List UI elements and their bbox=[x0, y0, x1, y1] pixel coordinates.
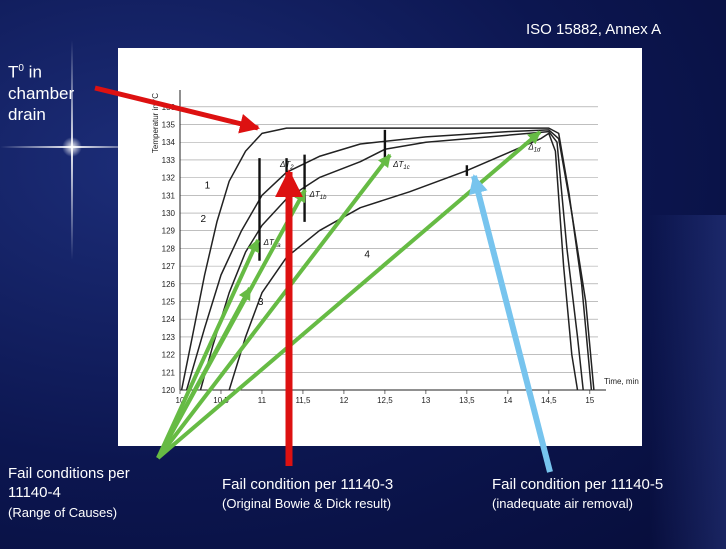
y-tick-label: 129 bbox=[162, 227, 176, 236]
caption-11140-4-title: Fail conditions per 11140-4 bbox=[8, 465, 130, 501]
caption-11140-4-subtitle: (Range of Causes) bbox=[8, 505, 118, 520]
x-axis-label: Time, min bbox=[604, 377, 639, 386]
x-tick-label: 10,5 bbox=[213, 396, 229, 405]
delta-annotation-main: ΔT bbox=[392, 160, 404, 169]
y-tick-label: 131 bbox=[162, 191, 176, 200]
y-tick-label: 130 bbox=[162, 209, 176, 218]
delta-annotation-sub: 2 bbox=[289, 165, 294, 171]
y-tick-label: 123 bbox=[162, 333, 176, 342]
x-tick-label: 11,5 bbox=[295, 396, 311, 405]
caption-11140-3-title: Fail condition per 11140-3 bbox=[222, 476, 394, 493]
y-tick-label: 125 bbox=[162, 298, 176, 307]
y-tick-label: 127 bbox=[162, 262, 176, 271]
delta-annotation-main: ΔT bbox=[263, 238, 275, 247]
series-line-3 bbox=[199, 130, 584, 391]
caption-11140-3-subtitle: (Original Bowie & Dick result) bbox=[222, 496, 392, 511]
lens-flare-center bbox=[62, 137, 82, 157]
caption-11140-3: Fail condition per 11140-3 (Original Bow… bbox=[222, 476, 462, 511]
t-superscript: 0 bbox=[18, 63, 24, 74]
delta-annotation-main: ΔT bbox=[308, 190, 320, 199]
caption-11140-4: Fail conditions per 11140-4 (Range of Ca… bbox=[8, 464, 178, 520]
green-arrow-1c bbox=[156, 153, 392, 460]
delta-annotation: ΔT1a bbox=[263, 238, 282, 249]
blue-arrow-11140-5 bbox=[468, 174, 553, 473]
green-arrow-1d bbox=[156, 130, 542, 460]
x-tick-label: 15 bbox=[585, 396, 594, 405]
caption-11140-5-subtitle: (inadequate air removal) bbox=[492, 496, 633, 511]
t-symbol: T bbox=[8, 62, 19, 82]
x-tick-label: 12 bbox=[339, 396, 348, 405]
t-in: in bbox=[23, 62, 42, 82]
x-tick-label: 13 bbox=[421, 396, 430, 405]
delta-annotation-sub: 1b bbox=[320, 195, 327, 201]
y-tick-label: 128 bbox=[162, 244, 176, 253]
caption-11140-5-title: Fail condition per 11140-5 bbox=[492, 476, 664, 493]
standard-reference: ISO 15882, Annex A bbox=[526, 21, 662, 38]
delta-annotation: ΔT1c bbox=[392, 160, 410, 171]
x-tick-label: 12,5 bbox=[377, 396, 393, 405]
y-tick-label: 126 bbox=[162, 280, 176, 289]
caption-11140-5: Fail condition per 11140-5 (inadequate a… bbox=[492, 476, 722, 511]
chamber-drain-annotation: T0 in chamber drain bbox=[8, 58, 98, 125]
green-arrow-1b bbox=[156, 188, 307, 459]
y-axis-label: Temperatur in °C bbox=[151, 93, 160, 153]
curve-number-label: 3 bbox=[258, 297, 264, 308]
y-tick-label: 122 bbox=[162, 351, 176, 360]
background-band bbox=[650, 215, 726, 549]
green-arrow-group bbox=[156, 130, 542, 460]
x-tick-label: 14,5 bbox=[541, 396, 557, 405]
y-tick-label: 133 bbox=[162, 156, 176, 165]
green-arrow-1a bbox=[156, 238, 260, 459]
delta-annotation-sub: 1d bbox=[534, 147, 541, 153]
delta-annotation: Δ1d bbox=[527, 142, 541, 153]
series-line-2 bbox=[185, 129, 595, 391]
chamber-drain-arrow bbox=[94, 85, 260, 134]
x-tick-label: 10 bbox=[176, 396, 185, 405]
y-tick-label: 124 bbox=[162, 315, 176, 324]
curve-number-label: 4 bbox=[364, 249, 370, 260]
y-tick-label: 120 bbox=[162, 386, 176, 395]
y-tick-label: 121 bbox=[162, 368, 176, 377]
y-tick-label: 132 bbox=[162, 174, 176, 183]
chamber-word: chamber bbox=[8, 83, 75, 103]
delta-annotation-main: Δ bbox=[527, 142, 533, 151]
y-tick-label: 135 bbox=[162, 121, 176, 130]
delta-annotation-sub: 1c bbox=[403, 165, 409, 171]
x-tick-label: 11 bbox=[258, 396, 267, 405]
delta-annotation-main: ΔT bbox=[279, 160, 291, 169]
x-tick-label: 13,5 bbox=[459, 396, 475, 405]
drain-word: drain bbox=[8, 104, 46, 124]
delta-annotation-sub: 1a bbox=[274, 243, 281, 249]
delta-annotation: ΔT1b bbox=[308, 190, 327, 201]
delta-annotation: ΔT2 bbox=[279, 160, 294, 171]
series-line-1 bbox=[180, 127, 593, 391]
curve-number-label: 1 bbox=[205, 180, 211, 191]
x-tick-label: 14 bbox=[503, 396, 512, 405]
y-tick-label: 134 bbox=[162, 138, 176, 147]
curve-number-label: 2 bbox=[200, 214, 206, 225]
